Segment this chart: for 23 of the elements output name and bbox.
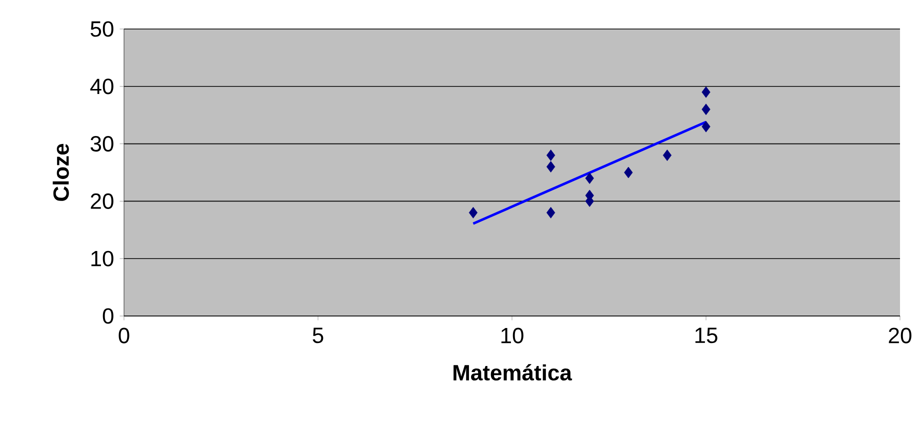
point — [662, 150, 672, 161]
x-tick-label: 10 — [501, 328, 524, 344]
point — [546, 206, 556, 218]
point — [546, 161, 556, 172]
y-tick-label: 0 — [102, 308, 114, 324]
point — [702, 104, 710, 116]
x-tick-label: 20 — [888, 328, 912, 344]
point — [468, 206, 478, 218]
x-tick-label: 15 — [695, 328, 718, 344]
y-tick-label: 50 — [90, 21, 114, 37]
y-tick-label: 20 — [90, 193, 114, 209]
y-tick-label: 40 — [90, 78, 114, 94]
point — [546, 150, 556, 161]
y-tick-label: 10 — [91, 250, 114, 266]
point — [585, 172, 594, 184]
point — [702, 120, 710, 132]
x-axis-title: Matemática — [454, 364, 572, 381]
y-tick-label: 30 — [90, 136, 114, 152]
x-tick-label: 0 — [118, 328, 130, 344]
point — [702, 86, 710, 98]
x-tick-label: 5 — [312, 328, 324, 344]
point — [624, 166, 633, 178]
y-axis-title: Cloze — [52, 144, 69, 201]
